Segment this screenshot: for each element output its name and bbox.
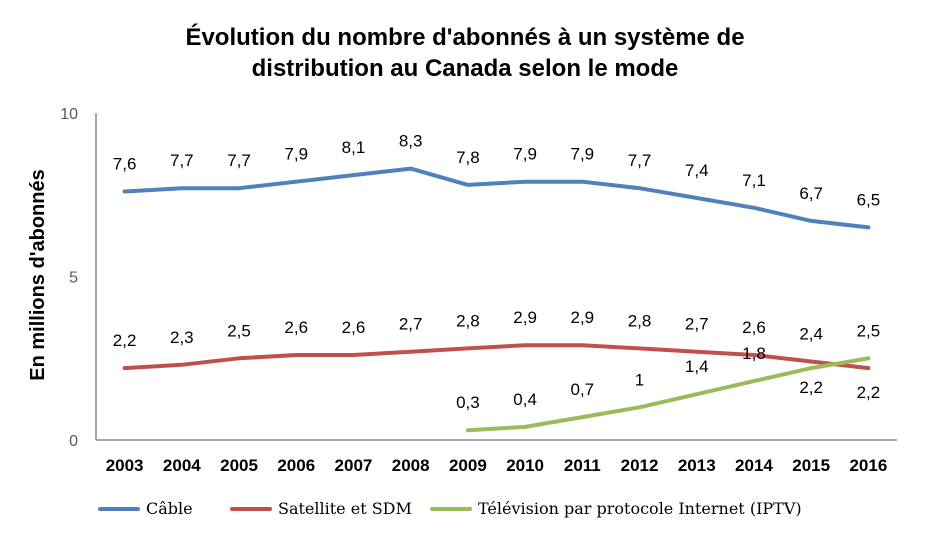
data-label: 7,9 [513,145,537,164]
x-tick-label: 2003 [106,456,144,475]
x-tick-label: 2005 [220,456,258,475]
data-label: 7,7 [170,151,194,170]
data-label: 2,2 [113,331,137,350]
data-labels: 7,6 7,7 7,7 7,9 8,1 8,3 7,8 7,9 7,9 7,7 7,4 7,1 6,7 6… [113,132,880,413]
data-label: 6,5 [857,190,881,209]
data-label: 2,9 [513,308,537,327]
plot-area: 0 5 10 2003 2004 2005 2006 2007 2008 2009 2010 201… [60,106,897,475]
chart-title-line-1: Évolution du nombre d'abonnés à un systè… [185,23,744,51]
chart-title-line-2: distribution au Canada selon le mode [252,55,679,82]
y-axis-ticks: 0 5 10 [60,106,78,450]
data-label: 2,2 [857,383,881,402]
series-line-1 [122,343,871,371]
data-label: 2,7 [685,315,709,334]
data-label: 2,3 [170,328,194,347]
x-tick-label: 2008 [392,456,430,475]
data-label: 2,8 [456,311,480,330]
data-label: 6,7 [799,184,823,203]
data-label: 1 [635,370,644,389]
data-label: 2,8 [628,311,652,330]
chart-title: Évolution du nombre d'abonnés à un systè… [185,23,744,82]
series-line-0 [122,166,871,230]
data-label: 7,9 [571,145,595,164]
y-tick-label: 10 [60,106,78,123]
data-label: 7,4 [685,161,709,180]
data-label: 7,6 [113,154,137,173]
x-tick-label: 2014 [735,456,773,475]
x-tick-label: 2009 [449,456,487,475]
y-axis-label: En millions d'abonnés [27,169,49,380]
data-label: 7,8 [456,148,480,167]
data-label: 2,5 [857,321,881,340]
x-axis-ticks: 2003 2004 2005 2006 2007 2008 2009 2010 2011 2012… [106,456,888,475]
data-label: 2,4 [799,325,823,344]
data-label: 2,5 [227,321,251,340]
x-tick-label: 2016 [849,456,887,475]
data-label: 0,7 [571,380,595,399]
data-label: 1,4 [685,357,709,376]
data-label: 2,7 [399,315,423,334]
data-label: 2,2 [799,378,823,397]
data-label: 7,7 [227,151,251,170]
data-label: 1,8 [742,344,766,363]
data-label: 8,1 [342,138,366,157]
data-label: 8,3 [399,132,423,151]
data-label: 2,6 [742,318,766,337]
y-tick-label: 5 [69,270,78,287]
data-label: 2,9 [571,308,595,327]
legend-label-2: Télévision par protocole Internet (IPTV) [478,499,802,518]
data-label: 0,3 [456,393,480,412]
series-line-2 [465,356,871,433]
legend-label-0: Câble [146,499,193,518]
x-tick-label: 2012 [621,456,659,475]
x-tick-label: 2013 [678,456,716,475]
x-tick-label: 2011 [564,456,601,475]
data-label: 7,9 [284,145,308,164]
data-label: 7,1 [742,171,766,190]
x-tick-label: 2015 [792,456,830,475]
x-tick-label: 2007 [335,456,373,475]
y-tick-label: 0 [69,433,78,450]
x-tick-label: 2010 [506,456,544,475]
x-tick-label: 2006 [277,456,315,475]
data-label: 7,7 [628,151,652,170]
x-tick-label: 2004 [163,456,201,475]
legend-label-1: Satellite et SDM [278,499,412,518]
legend: Câble Satellite et SDM Télévision par prot… [98,499,802,518]
data-label: 0,4 [513,390,537,409]
series-lines [122,166,871,433]
data-label: 2,6 [284,318,308,337]
data-label: 2,6 [342,318,366,337]
